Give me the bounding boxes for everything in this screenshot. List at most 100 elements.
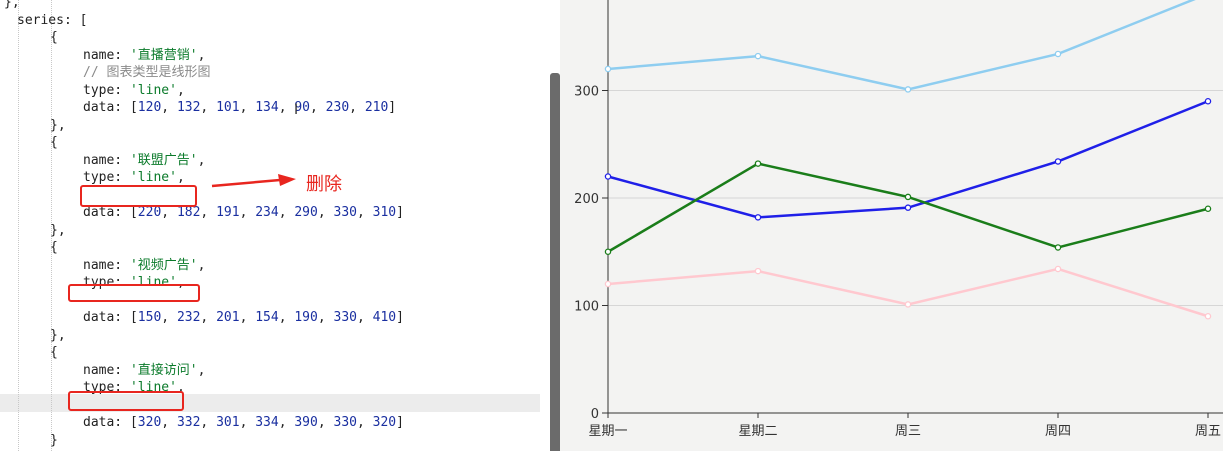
- series-line-0: [607, 0, 1196, 91]
- code-token: 150: [137, 310, 162, 325]
- data-point: [1204, 312, 1212, 320]
- code-token: 'line': [129, 170, 177, 185]
- code-line: data: [120, 132, 101, 134, 90, 230, 210]: [83, 99, 396, 117]
- arrow-icon: [211, 174, 296, 188]
- current-line-highlight: [0, 394, 540, 412]
- code-token: ,: [356, 205, 373, 220]
- code-token: 320: [137, 415, 162, 430]
- code-token: 232: [176, 310, 201, 325]
- code-line: {: [50, 29, 58, 47]
- code-token: ,: [176, 380, 185, 395]
- code-token: ,: [317, 205, 334, 220]
- code-token: },: [4, 0, 20, 10]
- code-token: ,: [200, 100, 217, 115]
- delete-highlight-box-2: [68, 284, 200, 302]
- code-token: data: [: [83, 205, 138, 220]
- code-token: }: [50, 432, 58, 448]
- data-point: [904, 86, 912, 93]
- data-point: [904, 193, 912, 201]
- code-token: 101: [216, 100, 240, 115]
- code-token: data: [: [83, 100, 138, 115]
- code-token: ,: [161, 415, 177, 430]
- code-token: ,: [200, 205, 217, 220]
- code-token: ]: [396, 205, 404, 220]
- code-token: },: [50, 327, 66, 343]
- indent-guide: [18, 0, 19, 451]
- data-point: [604, 248, 612, 255]
- code-line: type: 'line',: [83, 169, 185, 187]
- code-line: {: [50, 344, 58, 362]
- data-point: [604, 173, 612, 180]
- code-line: name: '直播营销',: [83, 47, 205, 65]
- code-token: ,: [161, 205, 177, 220]
- code-line: data: [320, 332, 301, 334, 390, 330, 320…: [83, 414, 404, 432]
- code-token: 220: [137, 205, 162, 220]
- data-point: [904, 301, 912, 308]
- code-token: ,: [239, 415, 256, 430]
- code-token: ]: [396, 310, 404, 325]
- code-token: '视频广告': [129, 257, 198, 273]
- code-line: type: 'line',: [83, 274, 185, 292]
- code-token: ,: [176, 82, 185, 98]
- code-token: '联盟广告': [129, 152, 198, 168]
- code-line: },: [50, 117, 66, 135]
- data-point: [604, 280, 612, 288]
- text-cursor-icon: I: [294, 102, 299, 118]
- code-token: name:: [83, 47, 130, 63]
- data-point: [1054, 244, 1062, 251]
- code-token: 330: [333, 415, 357, 430]
- delete-highlight-box-3: [68, 391, 184, 411]
- x-tick-label: 星期二: [738, 424, 777, 439]
- code-token: 332: [176, 415, 201, 430]
- code-token: ,: [278, 205, 295, 220]
- code-token: name:: [83, 152, 130, 168]
- code-token: ,: [197, 257, 206, 273]
- code-line: }: [50, 432, 58, 450]
- x-tick-label: 周三: [895, 424, 921, 439]
- code-token: 132: [176, 100, 201, 115]
- x-tick-label: 周五: [1195, 424, 1221, 439]
- code-token: 191: [216, 205, 240, 220]
- code-token: ,: [197, 362, 206, 378]
- code-token: ,: [356, 310, 373, 325]
- code-line: {: [50, 134, 58, 152]
- delete-highlight-box-1: [80, 185, 197, 207]
- code-line: data: [220, 182, 191, 234, 290, 330, 310…: [83, 204, 404, 222]
- code-token: 'line': [129, 82, 177, 98]
- code-token: 'line': [129, 275, 177, 290]
- code-token: 310: [372, 205, 397, 220]
- code-token: 390: [294, 415, 318, 430]
- code-line: series: [: [17, 12, 87, 30]
- code-line: name: '视频广告',: [83, 257, 205, 275]
- code-token: },: [50, 222, 66, 238]
- delete-note: 删除: [306, 174, 342, 195]
- code-token: ,: [310, 100, 326, 115]
- code-line: type: 'line',: [83, 82, 185, 100]
- code-token: ]: [396, 415, 404, 430]
- code-token: ]: [388, 100, 397, 115]
- code-token: {: [50, 135, 58, 150]
- code-token: ,: [176, 275, 185, 290]
- line-chart: 0 100 200 300 星期一 星期二 周三 周四 周五: [574, 0, 1223, 439]
- code-token: 330: [333, 310, 357, 325]
- code-token: ,: [161, 100, 177, 115]
- code-token: type:: [83, 82, 130, 98]
- code-token: ,: [317, 415, 334, 430]
- code-token: 182: [176, 205, 201, 220]
- code-token: ,: [197, 47, 206, 63]
- data-point: [1204, 205, 1212, 212]
- code-line: },: [4, 0, 20, 12]
- code-token: ,: [278, 415, 295, 430]
- editor-scrollbar[interactable]: [550, 73, 560, 451]
- y-tick-label: 0: [591, 407, 599, 422]
- code-token: 234: [255, 205, 279, 220]
- code-editor[interactable]: }, series: [{name: '直播营销',// 图表类型是线形图 type…: [0, 0, 550, 451]
- code-line: {: [50, 239, 58, 257]
- y-tick-label: 100: [574, 300, 599, 315]
- code-token: 334: [255, 415, 279, 430]
- data-point: [1054, 265, 1062, 273]
- y-tick-label: 200: [574, 192, 599, 207]
- code-token: '直接访问': [129, 362, 198, 378]
- code-token: ,: [278, 100, 295, 115]
- x-tick-label: 星期一: [588, 424, 627, 439]
